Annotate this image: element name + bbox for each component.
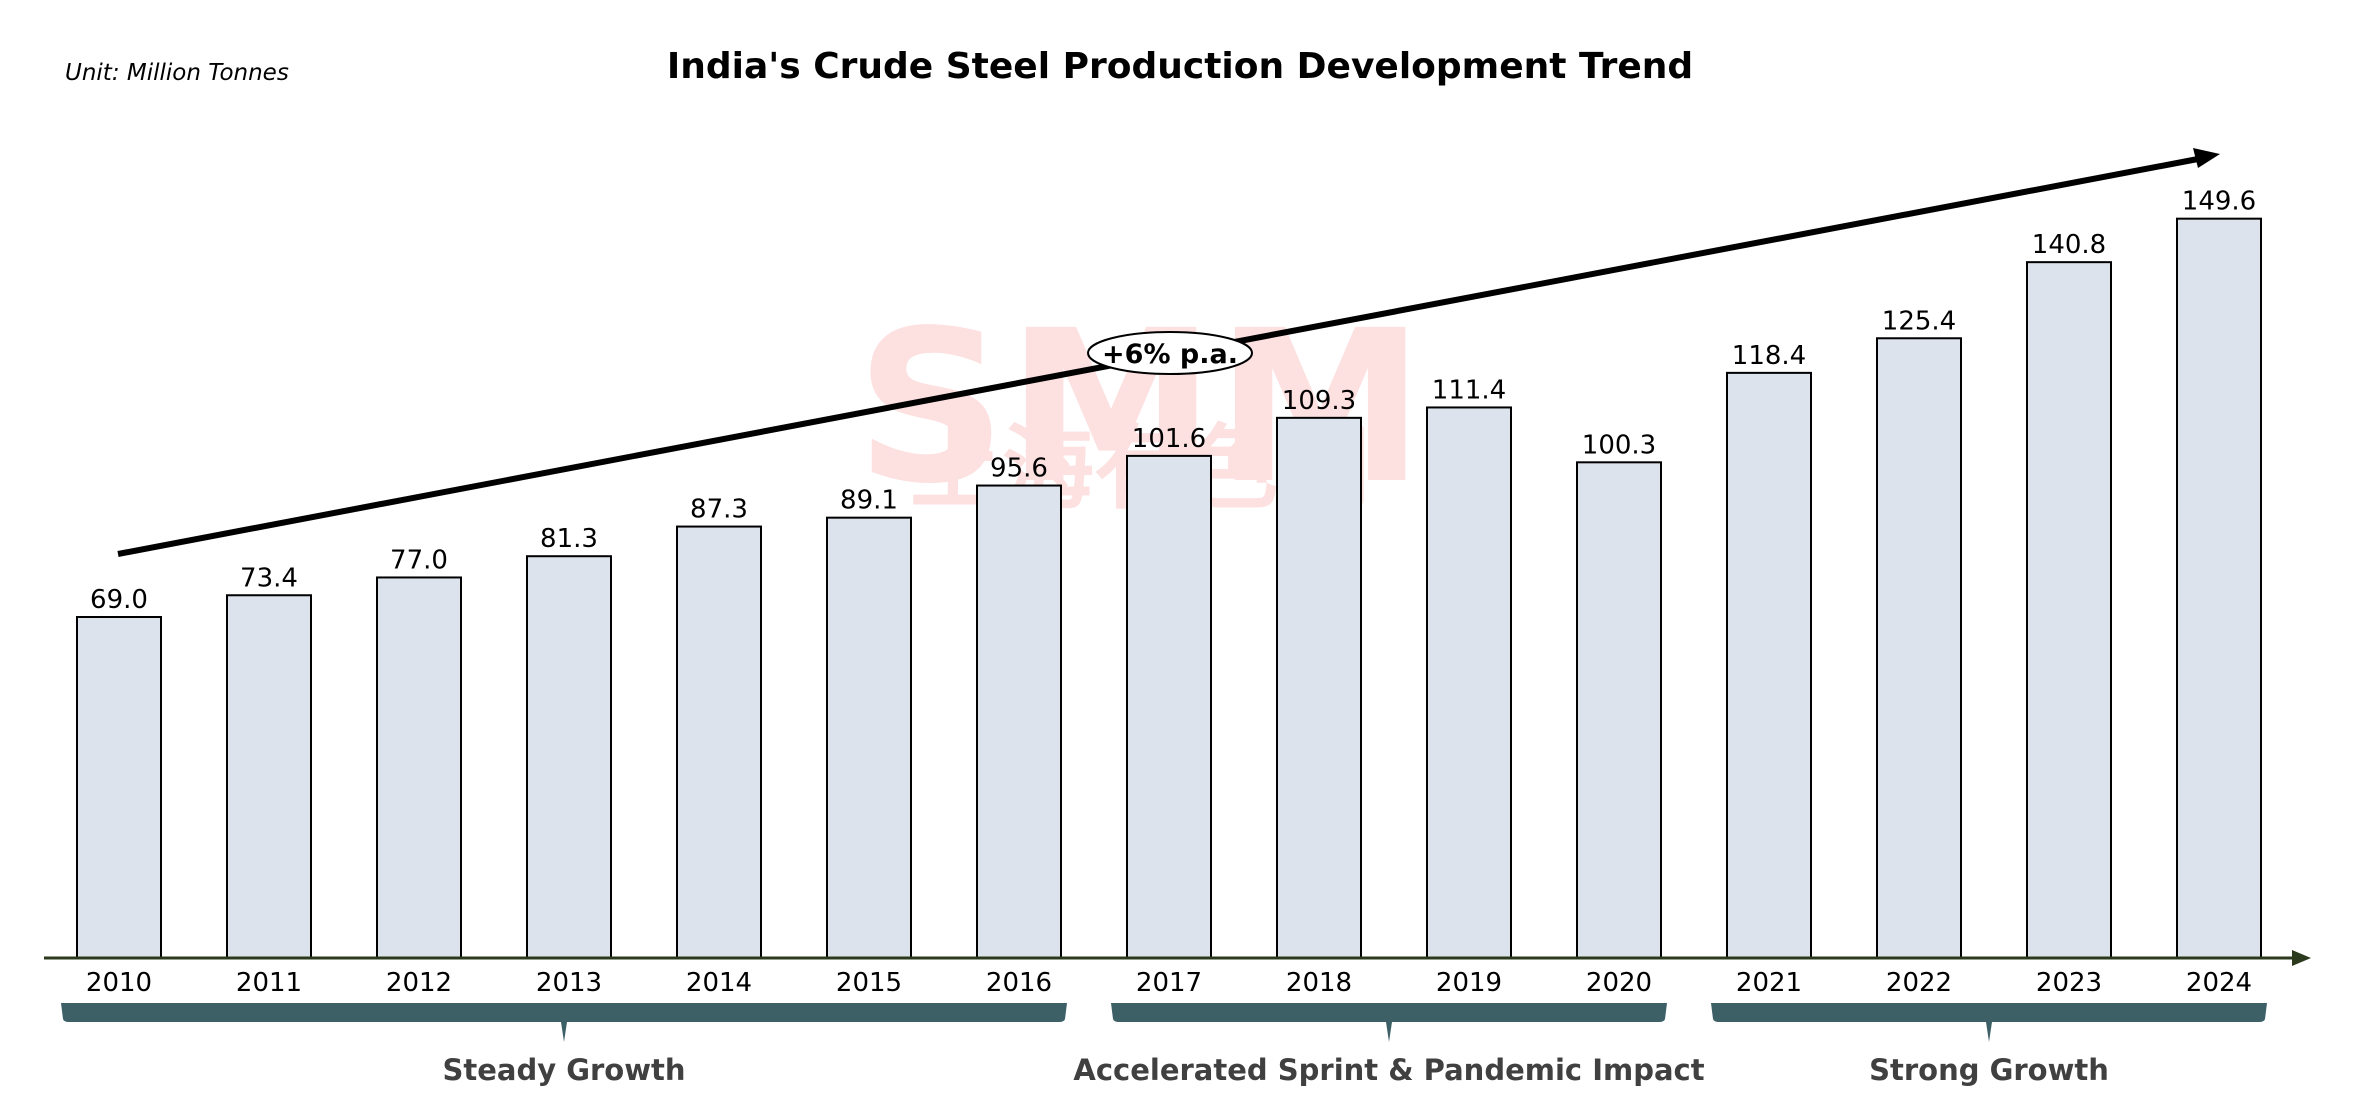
x-tick-label-2024: 2024 xyxy=(2186,968,2252,998)
bar-2023 xyxy=(2026,261,2112,960)
value-label-2012: 77.0 xyxy=(390,545,448,575)
trend-arrow: +6% p.a. xyxy=(117,148,2220,557)
x-tick-label-2013: 2013 xyxy=(536,968,602,998)
bar-2014 xyxy=(676,525,762,959)
bar-2011 xyxy=(226,594,312,959)
period-bracket xyxy=(1711,1003,2267,1022)
x-tick-label-2019: 2019 xyxy=(1436,968,1502,998)
bar-2016 xyxy=(976,484,1062,959)
value-label-2023: 140.8 xyxy=(2032,230,2106,260)
bar-2021 xyxy=(1726,371,1812,959)
chart-title: India's Crude Steel Production Developme… xyxy=(667,46,1693,87)
x-tick-label-2021: 2021 xyxy=(1736,968,1802,998)
x-tick-label-2015: 2015 xyxy=(836,968,902,998)
period-group-3: Strong Growth xyxy=(1711,1003,2267,1087)
bar-2020 xyxy=(1576,461,1662,959)
bar-2015 xyxy=(826,516,912,959)
x-tick-label-2010: 2010 xyxy=(86,968,152,998)
x-tick-label-2016: 2016 xyxy=(986,968,1052,998)
x-tick-label-2018: 2018 xyxy=(1286,968,1352,998)
value-label-2022: 125.4 xyxy=(1882,306,1956,336)
value-labels: 69.0 73.4 77.0 81.3 87.3 89.1 95.6 101.6 109.3 11… xyxy=(90,187,2256,615)
period-label: Steady Growth xyxy=(442,1053,685,1087)
period-bracket xyxy=(61,1003,1067,1022)
x-axis-arrow-icon xyxy=(2292,950,2311,966)
value-label-2021: 118.4 xyxy=(1732,341,1806,371)
unit-label: Unit: Million Tonnes xyxy=(65,60,289,86)
trend-arrowhead-icon xyxy=(2193,148,2220,168)
value-label-2019: 111.4 xyxy=(1432,375,1506,405)
x-tick-label-2020: 2020 xyxy=(1586,968,1652,998)
period-group-1: Steady Growth xyxy=(61,1003,1067,1087)
period-bracket-pointer xyxy=(1386,1022,1392,1042)
value-label-2013: 81.3 xyxy=(540,524,598,554)
value-label-2016: 95.6 xyxy=(990,454,1048,484)
period-label: Strong Growth xyxy=(1869,1053,2109,1087)
x-tick-label-2022: 2022 xyxy=(1886,968,1952,998)
x-tick-label-2012: 2012 xyxy=(386,968,452,998)
bar-2018 xyxy=(1276,416,1362,959)
value-label-2024: 149.6 xyxy=(2182,187,2256,217)
x-axis-labels: 2010 2011 2012 2013 2014 2015 2016 2017 2018 2019… xyxy=(86,968,2252,998)
trend-annotation-label: +6% p.a. xyxy=(1102,339,1238,370)
period-bracket-pointer xyxy=(561,1022,567,1042)
value-label-2017: 101.6 xyxy=(1132,424,1206,454)
x-tick-label-2023: 2023 xyxy=(2036,968,2102,998)
value-label-2018: 109.3 xyxy=(1282,386,1356,416)
value-label-2015: 89.1 xyxy=(840,486,898,516)
value-label-2014: 87.3 xyxy=(690,495,748,525)
bar-2013 xyxy=(526,555,612,960)
x-axis xyxy=(44,950,2311,966)
bar-2010 xyxy=(76,616,162,959)
period-label: Accelerated Sprint & Pandemic Impact xyxy=(1073,1053,1704,1087)
value-label-2020: 100.3 xyxy=(1582,430,1656,460)
bar-2022 xyxy=(1876,337,1962,959)
bar-2017 xyxy=(1126,454,1212,959)
bars-group xyxy=(76,217,2262,960)
x-tick-label-2011: 2011 xyxy=(236,968,302,998)
value-label-2011: 73.4 xyxy=(240,563,298,593)
period-group-2: Accelerated Sprint & Pandemic Impact xyxy=(1073,1003,1705,1087)
x-tick-label-2017: 2017 xyxy=(1136,968,1202,998)
bar-2024 xyxy=(2176,217,2262,959)
x-tick-label-2014: 2014 xyxy=(686,968,752,998)
value-label-2010: 69.0 xyxy=(90,585,148,615)
period-bracket xyxy=(1111,1003,1667,1022)
period-groups: Steady Growth Accelerated Sprint & Pandem… xyxy=(61,1003,2267,1087)
bar-2019 xyxy=(1426,406,1512,960)
bar-2012 xyxy=(376,576,462,959)
trend-annotation-bubble xyxy=(1087,331,1253,375)
period-bracket-pointer xyxy=(1986,1022,1992,1042)
